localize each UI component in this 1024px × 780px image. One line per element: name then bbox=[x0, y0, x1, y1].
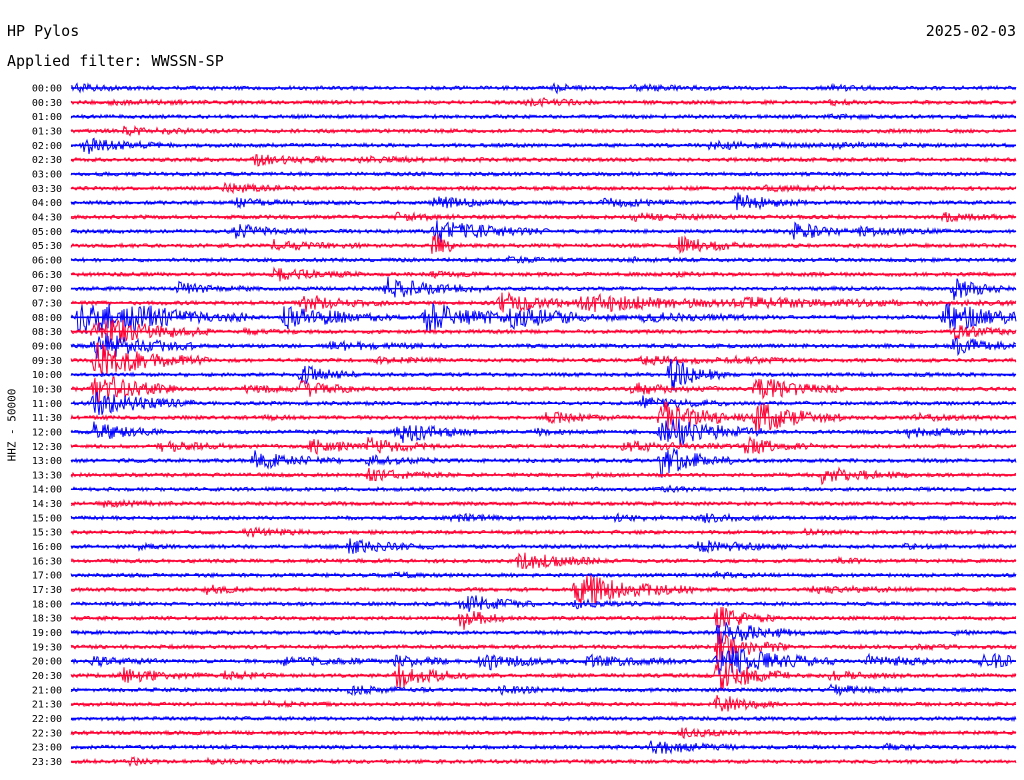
time-tick-label: 11:30 bbox=[32, 413, 62, 424]
trace-line-1030 bbox=[70, 376, 1017, 405]
time-tick-label: 09:00 bbox=[32, 341, 62, 352]
time-tick-label: 14:30 bbox=[32, 499, 62, 510]
time-tick-label: 22:30 bbox=[32, 728, 62, 739]
time-tick-label: 10:30 bbox=[32, 384, 62, 395]
time-tick-label: 23:00 bbox=[32, 743, 62, 754]
time-tick-label: 13:30 bbox=[32, 470, 62, 481]
time-tick-label: 00:30 bbox=[32, 98, 62, 109]
time-tick-label: 09:30 bbox=[32, 356, 62, 367]
time-tick-label: 21:00 bbox=[32, 685, 62, 696]
time-tick-label: 19:00 bbox=[32, 628, 62, 639]
time-tick-label: 16:30 bbox=[32, 556, 62, 567]
time-tick-label: 18:30 bbox=[32, 614, 62, 625]
time-tick-label: 20:30 bbox=[32, 671, 62, 682]
trace-line-1730 bbox=[70, 575, 1017, 605]
time-tick-label: 21:30 bbox=[32, 700, 62, 711]
trace-line-1300 bbox=[70, 446, 1017, 478]
time-tick-label: 15:00 bbox=[32, 513, 62, 524]
time-tick-label: 06:30 bbox=[32, 270, 62, 281]
time-tick-label: 12:00 bbox=[32, 427, 62, 438]
time-tick-label: 05:30 bbox=[32, 241, 62, 252]
time-tick-label: 04:00 bbox=[32, 198, 62, 209]
trace-line-1330 bbox=[70, 466, 1017, 486]
time-tick-label: 11:00 bbox=[32, 399, 62, 410]
time-tick-label: 02:30 bbox=[32, 155, 62, 166]
time-tick-label: 12:30 bbox=[32, 442, 62, 453]
time-tick-label: 00:00 bbox=[32, 84, 62, 95]
time-tick-label: 01:30 bbox=[32, 126, 62, 137]
time-tick-label: 07:30 bbox=[32, 298, 62, 309]
trace-line-0030 bbox=[70, 97, 1017, 108]
time-tick-label: 17:00 bbox=[32, 571, 62, 582]
applied-filter: Applied filter: WWSSN-SP bbox=[7, 52, 224, 70]
trace-line-2130 bbox=[70, 694, 1016, 712]
record-date: 2025-02-03 bbox=[925, 22, 1016, 40]
time-tick-label: 05:00 bbox=[32, 227, 62, 238]
trace-line-0400 bbox=[70, 192, 1017, 211]
time-tick-label: 20:00 bbox=[32, 657, 62, 668]
time-tick-label: 08:30 bbox=[32, 327, 62, 338]
time-tick-label: 18:00 bbox=[32, 599, 62, 610]
time-tick-label: 22:00 bbox=[32, 714, 62, 725]
time-tick-label: 06:00 bbox=[32, 255, 62, 266]
trace-line-0530 bbox=[70, 234, 1017, 255]
time-tick-label: 17:30 bbox=[32, 585, 62, 596]
time-tick-label: 03:30 bbox=[32, 184, 62, 195]
trace-line-1900 bbox=[70, 622, 1017, 645]
trace-line-0500 bbox=[70, 220, 1017, 243]
time-tick-label: 08:00 bbox=[32, 313, 62, 324]
trace-line-0200 bbox=[70, 137, 1017, 155]
time-tick-label: 10:00 bbox=[32, 370, 62, 381]
time-tick-label: 01:00 bbox=[32, 112, 62, 123]
time-tick-label: 16:00 bbox=[32, 542, 62, 553]
time-tick-label: 04:30 bbox=[32, 212, 62, 223]
time-tick-label: 19:30 bbox=[32, 642, 62, 653]
station-name: HP Pylos bbox=[7, 22, 80, 40]
time-tick-label: 14:00 bbox=[32, 485, 62, 496]
trace-line-1630 bbox=[70, 552, 1017, 570]
time-tick-label: 02:00 bbox=[32, 141, 62, 152]
time-tick-label: 15:30 bbox=[32, 528, 62, 539]
time-tick-label: 23:30 bbox=[32, 757, 62, 768]
time-tick-label: 07:00 bbox=[32, 284, 62, 295]
time-tick-label: 13:00 bbox=[32, 456, 62, 467]
trace-line-0800 bbox=[70, 302, 1017, 334]
time-tick-label: 03:00 bbox=[32, 169, 62, 180]
